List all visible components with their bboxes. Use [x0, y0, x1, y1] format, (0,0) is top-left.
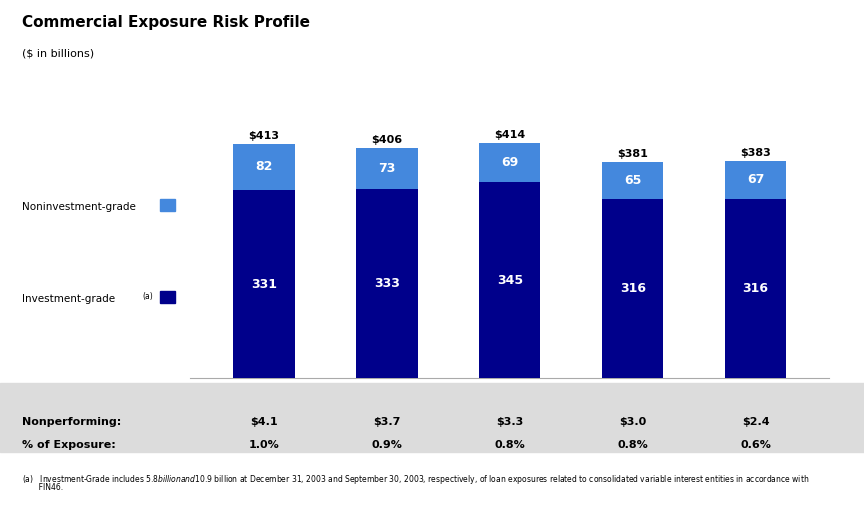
Bar [479, 182, 541, 378]
Text: 65: 65 [624, 174, 641, 187]
Bar [233, 144, 295, 190]
Text: $413: $413 [248, 131, 279, 141]
Text: FIN46.: FIN46. [22, 483, 63, 492]
Text: Nonperforming:: Nonperforming: [22, 416, 121, 427]
Text: 333: 333 [374, 277, 400, 290]
Text: $3.7: $3.7 [373, 416, 401, 427]
Text: 316: 316 [619, 282, 645, 295]
Text: $383: $383 [740, 148, 771, 158]
Text: 73: 73 [378, 162, 396, 175]
Text: $2.4: $2.4 [742, 416, 770, 427]
Text: Commercial Exposure Risk Profile: Commercial Exposure Risk Profile [22, 15, 309, 30]
Bar [725, 199, 786, 378]
Text: Investment-grade: Investment-grade [22, 294, 115, 304]
Text: 1.0%: 1.0% [249, 439, 279, 450]
Text: 69: 69 [501, 156, 518, 169]
Bar [602, 162, 664, 199]
Text: $3.0: $3.0 [619, 416, 646, 427]
Text: 331: 331 [251, 277, 276, 291]
Text: 0.9%: 0.9% [372, 439, 403, 450]
Text: 67: 67 [747, 173, 765, 186]
Bar [479, 143, 541, 182]
Text: $381: $381 [617, 149, 648, 159]
Text: 82: 82 [255, 160, 272, 173]
Text: $414: $414 [494, 130, 525, 140]
Bar [725, 160, 786, 199]
Text: 345: 345 [497, 274, 523, 287]
Bar [233, 190, 295, 378]
Text: 0.8%: 0.8% [494, 439, 525, 450]
Text: $406: $406 [372, 135, 403, 145]
Text: (a)   Investment-Grade includes $5.8 billion and $10.9 billion at December 31, 2: (a) Investment-Grade includes $5.8 billi… [22, 473, 809, 485]
Text: $3.3: $3.3 [496, 416, 524, 427]
Text: $4.1: $4.1 [250, 416, 277, 427]
Text: Noninvestment-grade: Noninvestment-grade [22, 202, 136, 212]
Bar [356, 189, 417, 378]
Text: 0.8%: 0.8% [618, 439, 648, 450]
Text: 0.6%: 0.6% [740, 439, 771, 450]
Bar [602, 199, 664, 378]
Text: (a): (a) [143, 292, 153, 301]
Text: ($ in billions): ($ in billions) [22, 49, 93, 59]
Text: % of Exposure:: % of Exposure: [22, 439, 116, 450]
Bar [356, 148, 417, 189]
Text: 316: 316 [743, 282, 769, 295]
